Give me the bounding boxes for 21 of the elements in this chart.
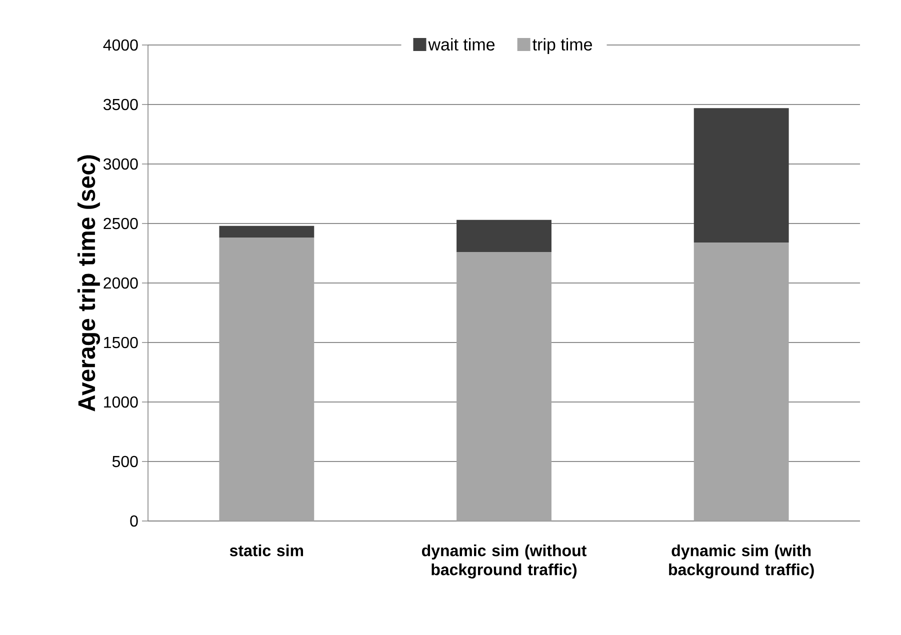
- y-axis-title: Average trip time (sec): [78, 155, 100, 412]
- y-tick-label: 3500: [103, 98, 138, 110]
- y-tick-label: 2500: [104, 218, 138, 230]
- y-tick-label: 0: [130, 515, 138, 527]
- bar: [219, 226, 314, 238]
- bar: [456, 220, 552, 252]
- bar: [694, 242, 789, 521]
- y-tick-label: 4000: [103, 39, 138, 51]
- bar: [219, 238, 314, 521]
- legend-label: trip time: [532, 38, 592, 54]
- y-tick-label: 1500: [104, 336, 138, 348]
- y-tick-label: 1000: [104, 396, 138, 408]
- x-tick-label: static sim: [230, 544, 304, 556]
- y-tick-label: 500: [112, 456, 138, 468]
- bar: [456, 252, 552, 521]
- y-tick-label: 3000: [103, 158, 138, 170]
- y-tick-label: 2000: [104, 277, 138, 289]
- x-tick-label: dynamic sim (with background traffic): [669, 544, 814, 579]
- bar: [694, 108, 789, 243]
- x-tick-label: dynamic sim (without background traffic): [422, 544, 586, 579]
- legend-label: wait time: [428, 38, 495, 51]
